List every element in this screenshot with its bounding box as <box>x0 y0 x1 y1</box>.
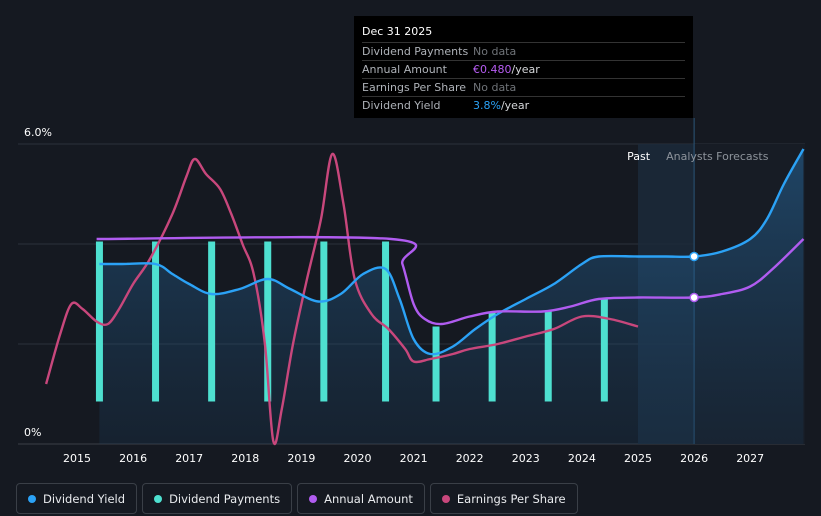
x-tick-label: 2027 <box>736 452 764 465</box>
dividend-payment-bar <box>208 241 216 402</box>
tooltip-unit: /year <box>500 99 530 112</box>
legend-item-dividend-payments[interactable]: Dividend Payments <box>142 483 293 514</box>
y-tick-label: 0% <box>24 426 41 439</box>
x-tick-label: 2019 <box>287 452 315 465</box>
legend-label: Earnings Per Share <box>456 491 566 506</box>
dividend-payment-bar <box>320 241 328 402</box>
past-label: Past <box>627 150 651 163</box>
dividend-payment-bar <box>382 241 390 402</box>
dividend-payment-bar <box>432 326 440 402</box>
x-tick-label: 2015 <box>63 452 91 465</box>
legend-dot-icon <box>154 494 163 503</box>
legend-label: Dividend Payments <box>169 491 281 506</box>
tooltip-row-earnings-per-share: Earnings Per Share No data <box>362 79 685 97</box>
x-tick-label: 2024 <box>568 452 596 465</box>
tooltip-value: No data <box>473 45 517 58</box>
tooltip-date: Dec 31 2025 <box>362 22 685 43</box>
x-tick-label: 2023 <box>512 452 540 465</box>
x-tick-label: 2026 <box>680 452 708 465</box>
tooltip: Dec 31 2025 Dividend Payments No data An… <box>354 16 693 118</box>
tooltip-label: Dividend Yield <box>362 99 441 112</box>
dividend-payment-bar <box>95 241 103 402</box>
dividend-yield-marker <box>689 251 699 262</box>
legend: Dividend Yield Dividend Payments Annual … <box>16 483 578 514</box>
tooltip-label: Dividend Payments <box>362 45 469 58</box>
legend-item-annual-amount[interactable]: Annual Amount <box>297 483 425 514</box>
tooltip-row-dividend-yield: Dividend Yield 3.8% /year <box>362 97 685 114</box>
legend-label: Annual Amount <box>324 491 413 506</box>
tooltip-row-annual-amount: Annual Amount €0.480 /year <box>362 61 685 79</box>
dividend-payment-bar <box>264 241 272 402</box>
x-tick-label: 2025 <box>624 452 652 465</box>
legend-item-earnings-per-share[interactable]: Earnings Per Share <box>429 483 578 514</box>
dividend-payment-bar <box>488 311 496 402</box>
dividend-yield-area <box>99 149 804 444</box>
legend-label: Dividend Yield <box>43 491 126 506</box>
tooltip-value: 3.8% <box>473 99 501 112</box>
tooltip-label: Earnings Per Share <box>362 81 467 94</box>
annual-amount-line <box>96 235 805 326</box>
x-tick-label: 2018 <box>231 452 259 465</box>
tooltip-unit: /year <box>511 63 540 76</box>
earnings-per-share-line <box>44 152 639 446</box>
legend-item-dividend-yield[interactable]: Dividend Yield <box>16 483 138 514</box>
dividend-payment-bar <box>600 299 608 402</box>
x-tick-label: 2021 <box>400 452 428 465</box>
tooltip-value: No data <box>473 81 517 94</box>
dividend-payment-bar <box>544 311 552 402</box>
annual-amount-marker <box>689 292 699 303</box>
x-tick-label: 2017 <box>175 452 203 465</box>
forecast-label: Analysts Forecasts <box>666 150 769 163</box>
legend-dot-icon <box>441 494 450 503</box>
tooltip-label: Annual Amount <box>362 63 447 76</box>
dividend-payment-bar <box>152 241 160 402</box>
x-tick-label: 2022 <box>456 452 484 465</box>
x-tick-label: 2016 <box>119 452 147 465</box>
legend-dot-icon <box>309 494 318 503</box>
tooltip-row-dividend-payments: Dividend Payments No data <box>362 43 685 61</box>
tooltip-value: €0.480 <box>473 63 512 76</box>
y-tick-label: 6.0% <box>24 126 52 139</box>
x-tick-label: 2020 <box>344 452 372 465</box>
legend-dot-icon <box>28 494 36 503</box>
